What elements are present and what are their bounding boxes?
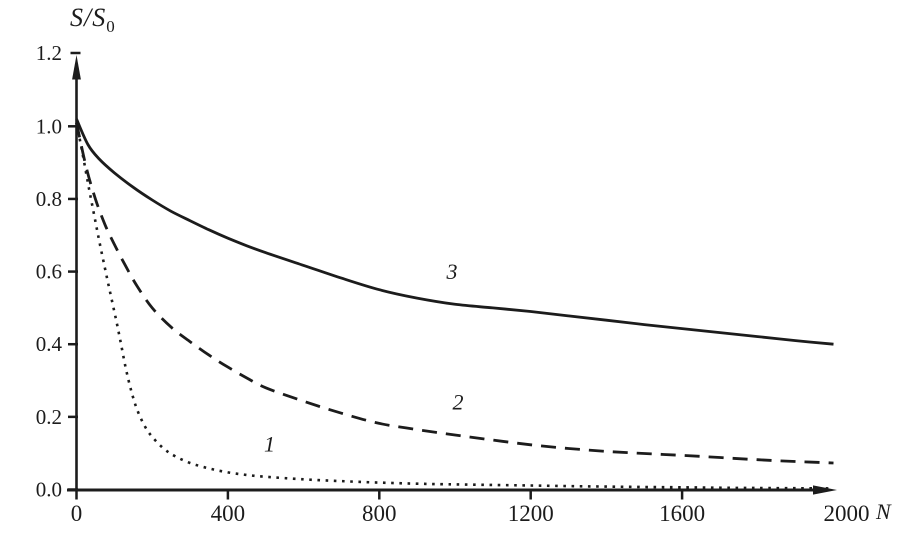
x-tick-label: 400 [211, 501, 246, 526]
x-axis-title: N [876, 499, 891, 524]
curve-2-line [75, 122, 834, 465]
y-tick-label: 0.0 [36, 478, 62, 502]
y-tick-label: 0.8 [36, 187, 62, 211]
curve-3-label: 3 [445, 259, 457, 284]
curve-2-label: 2 [453, 390, 464, 415]
x-tick-label: 800 [362, 501, 397, 526]
x-tick-label: 2000 [824, 501, 870, 526]
curve-3-line [75, 118, 834, 346]
y-tick-label: 0.6 [36, 260, 62, 284]
y-tick-label: 1.0 [36, 114, 62, 138]
y-tick-label: 1.2 [36, 41, 62, 65]
curve-1-label: 1 [264, 431, 275, 456]
y-tick-label: 0.2 [36, 405, 62, 429]
y-tick-label: 0.4 [36, 332, 63, 356]
y-axis-title: S/S0 [70, 3, 115, 37]
y-axis-arrow-icon [72, 55, 81, 80]
x-tick-label: 0 [71, 501, 83, 526]
y-axis-title-main: S/S [70, 3, 107, 32]
x-tick-label: 1600 [659, 501, 705, 526]
curve-1-line [75, 122, 834, 490]
x-tick-label: 1200 [508, 501, 554, 526]
x-axis-arrow-icon [813, 485, 837, 495]
y-axis-title-sub: 0 [106, 17, 115, 37]
